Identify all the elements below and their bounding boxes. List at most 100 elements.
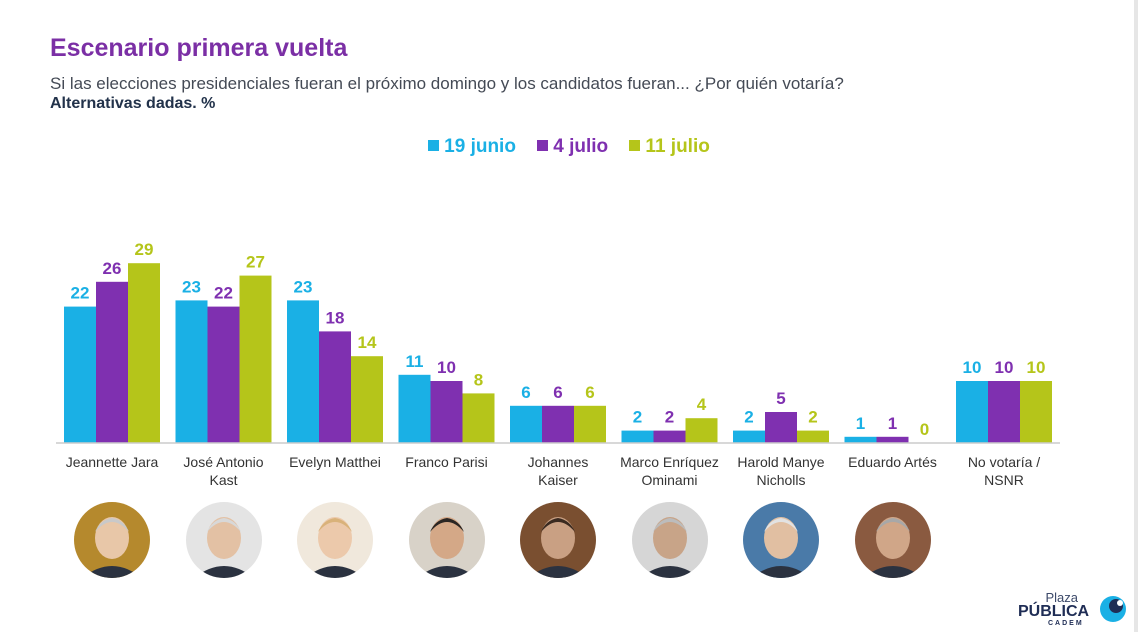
portrait-icon <box>297 502 373 578</box>
bar <box>765 412 797 443</box>
legend-label: 11 julio <box>645 136 710 157</box>
bar <box>733 430 765 443</box>
candidate-photo <box>743 502 819 578</box>
category-label: Ominami <box>641 472 697 488</box>
legend-item-11-julio: 11 julio <box>629 136 710 158</box>
bar <box>96 281 128 443</box>
bar <box>398 374 431 443</box>
candidate-photo <box>631 502 708 578</box>
data-label: 10 <box>963 358 982 377</box>
data-label: 6 <box>521 383 530 402</box>
candidate-photo <box>854 502 931 578</box>
chart-subtitle: Si las elecciones presidenciales fueran … <box>50 74 844 93</box>
bar <box>239 275 272 443</box>
chart-note: Alternativas dadas. % <box>50 95 216 112</box>
data-label: 18 <box>326 308 345 327</box>
legend-swatch <box>629 140 641 151</box>
legend-label: 19 junio <box>444 136 516 157</box>
data-label: 22 <box>71 284 90 303</box>
data-label: 2 <box>633 408 642 427</box>
data-label: 14 <box>358 333 377 352</box>
legend-item-4-julio: 4 julio <box>537 136 608 158</box>
logo-mark-icon <box>1100 596 1126 622</box>
category-label: Nicholls <box>756 472 805 488</box>
data-label: 1 <box>888 414 897 433</box>
bar <box>462 393 495 443</box>
bar <box>844 436 877 443</box>
data-label: 6 <box>585 383 594 402</box>
data-label: 22 <box>214 284 233 303</box>
data-label: 10 <box>995 358 1014 377</box>
candidate-photo <box>185 502 262 578</box>
category-label: José Antonio <box>183 454 263 470</box>
data-label: 10 <box>437 358 456 377</box>
bar <box>175 300 208 443</box>
portrait-icon <box>185 502 262 578</box>
data-label: 4 <box>697 395 707 414</box>
bar <box>510 405 542 443</box>
data-label: 26 <box>103 259 122 278</box>
bar <box>653 430 686 443</box>
bar <box>430 381 463 443</box>
bar <box>797 430 829 443</box>
portrait-icon <box>854 502 931 578</box>
data-label: 11 <box>406 352 424 371</box>
bar <box>988 381 1020 443</box>
bar <box>956 381 988 443</box>
category-label: Eduardo Artés <box>848 454 937 470</box>
bar <box>621 430 654 443</box>
plaza-publica-logo: Plaza PÚBLICA CADEM <box>1018 590 1128 630</box>
category-label: Franco Parisi <box>405 454 487 470</box>
candidate-photo <box>74 502 150 578</box>
bar <box>207 306 240 443</box>
chart-title: Escenario primera vuelta <box>50 34 348 62</box>
portrait-icon <box>743 502 819 578</box>
category-label: Evelyn Matthei <box>289 454 381 470</box>
bar <box>351 356 383 443</box>
data-label: 8 <box>474 370 483 389</box>
bar <box>64 306 96 443</box>
logo-text-publica: PÚBLICA <box>1018 603 1090 620</box>
portrait-icon <box>74 502 150 578</box>
bar <box>287 300 319 443</box>
logo-text-cadem: CADEM <box>1048 620 1084 627</box>
data-label: 10 <box>1027 358 1046 377</box>
bar <box>876 436 909 443</box>
candidate-photo <box>408 502 485 578</box>
bar <box>128 263 160 443</box>
data-label: 27 <box>246 253 265 272</box>
bar <box>574 405 606 443</box>
data-label: 23 <box>182 277 201 296</box>
candidate-photo <box>297 502 373 578</box>
data-label: 2 <box>665 408 674 427</box>
legend-item-19-junio: 19 junio <box>428 136 516 158</box>
portrait-icon <box>520 502 596 578</box>
data-label: 23 <box>294 277 313 296</box>
bar <box>685 418 718 443</box>
category-label: Kaiser <box>538 472 578 488</box>
logo-text-plaza: Plaza <box>1045 590 1078 605</box>
data-label: 1 <box>856 414 865 433</box>
bar <box>1020 381 1052 443</box>
page-edge <box>1134 0 1138 632</box>
category-label: Harold Manye <box>737 454 824 470</box>
data-label: 2 <box>744 408 753 427</box>
data-label: 2 <box>808 408 817 427</box>
bar <box>319 331 351 443</box>
category-label: NSNR <box>984 472 1024 488</box>
category-label: Kast <box>209 472 237 488</box>
portrait-icon <box>631 502 708 578</box>
legend-label: 4 julio <box>553 136 609 157</box>
legend-swatch <box>537 140 549 151</box>
category-label: No votaría / <box>968 454 1040 470</box>
bar <box>542 405 574 443</box>
legend: 19 junio 4 julio 11 julio <box>0 136 1138 158</box>
data-label: 5 <box>776 389 785 408</box>
category-label: Marco Enríquez <box>620 454 719 470</box>
candidate-photo <box>520 502 596 578</box>
data-label: 29 <box>135 240 154 259</box>
portrait-icon <box>408 502 485 578</box>
category-label: Jeannette Jara <box>66 454 159 470</box>
legend-swatch <box>428 140 440 151</box>
